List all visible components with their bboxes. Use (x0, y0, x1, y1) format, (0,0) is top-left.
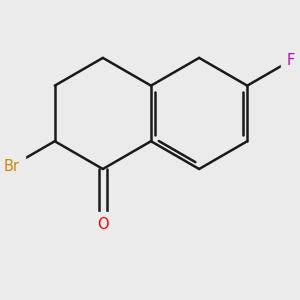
Text: Br: Br (3, 159, 20, 174)
Text: O: O (97, 217, 109, 232)
Text: F: F (286, 53, 295, 68)
